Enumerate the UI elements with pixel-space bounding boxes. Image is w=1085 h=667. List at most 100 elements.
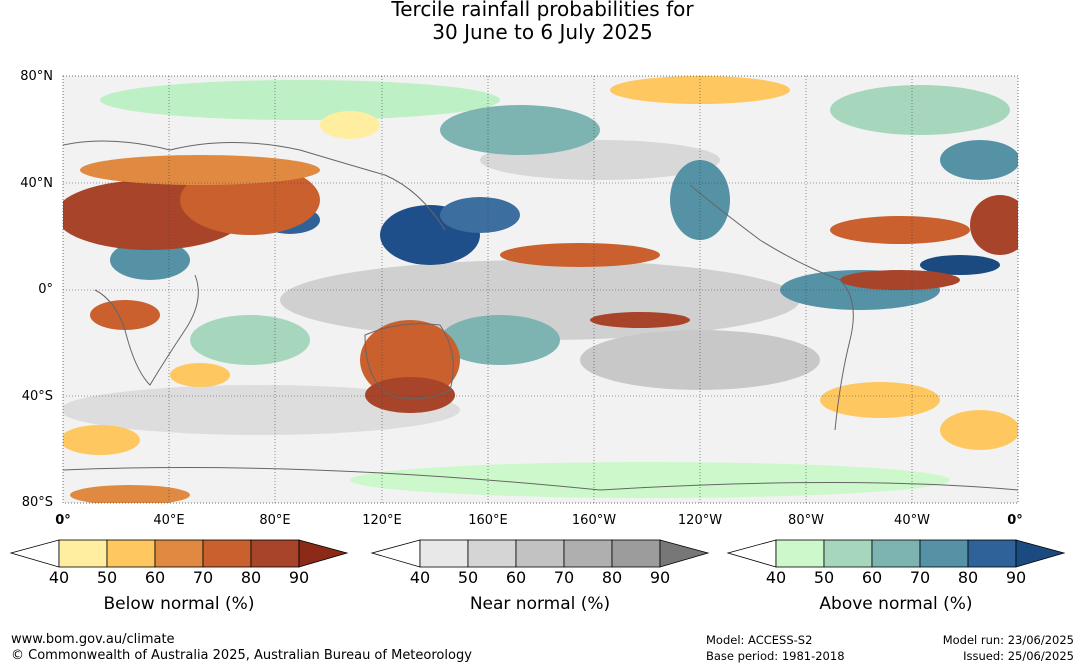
below-normal-caption: Below normal (%) <box>103 594 255 614</box>
above-normal-area <box>190 315 310 365</box>
above-normal-area <box>110 240 190 280</box>
model-name: Model: ACCESS-S2 <box>706 633 813 647</box>
lon-label-0-east: 0° <box>1007 513 1023 528</box>
probability-field <box>63 76 1018 503</box>
base-period: Base period: 1981-2018 <box>706 649 845 663</box>
colorbar-segment <box>967 539 1017 568</box>
lon-label-120w: 120°W <box>677 513 723 528</box>
colorbar-segment <box>250 539 300 568</box>
colorbar-segment <box>611 539 661 568</box>
colorbar-segment <box>823 539 873 568</box>
below-normal-area <box>590 312 690 328</box>
coastline-australia <box>364 323 454 400</box>
near-normal-area <box>580 330 820 390</box>
above-normal-caption: Above normal (%) <box>819 594 973 614</box>
above-normal-area <box>350 462 950 498</box>
below-normal-area <box>610 76 790 104</box>
below-normal-area <box>63 425 140 455</box>
near-normal-caption: Near normal (%) <box>469 594 611 614</box>
graticule <box>63 76 1018 503</box>
below-normal-area <box>830 216 970 244</box>
below-tick-label: 90 <box>288 568 310 587</box>
below-normal-area <box>360 320 460 400</box>
near-tick-label: 40 <box>409 568 431 587</box>
colorbar-segment <box>563 539 613 568</box>
near-tick-label: 60 <box>505 568 527 587</box>
colorbar-lower-arrow <box>9 539 60 568</box>
colorbar-segment <box>419 539 469 568</box>
above-tick-label: 90 <box>1005 568 1027 587</box>
above-tick-label: 60 <box>861 568 883 587</box>
colorbar-segment <box>467 539 517 568</box>
near-normal-area <box>63 385 460 435</box>
below-normal-colorbar <box>9 539 349 568</box>
lat-label-equator: 0° <box>38 282 53 297</box>
map-title-line1: Tercile rainfall probabilities for <box>391 0 694 21</box>
below-normal-area <box>80 155 320 185</box>
map-title-line2: 30 June to 6 July 2025 <box>432 20 653 44</box>
map-frame <box>62 75 1019 504</box>
below-normal-area <box>320 111 380 139</box>
coastlines <box>63 140 1018 491</box>
coastline-americas <box>689 184 854 431</box>
lat-label-40n: 40°N <box>20 176 53 191</box>
above-tick-label: 50 <box>813 568 835 587</box>
above-normal-area <box>100 80 500 120</box>
below-normal-area <box>970 195 1018 255</box>
above-normal-area <box>440 105 600 155</box>
colorbar-segment <box>154 539 204 568</box>
above-normal-area <box>830 85 1010 135</box>
above-normal-area <box>920 255 1000 275</box>
lon-label-40w: 40°W <box>894 513 930 528</box>
above-normal-colorbar <box>726 539 1066 568</box>
colorbar-segment <box>871 539 921 568</box>
colorbar-segment <box>106 539 156 568</box>
coastline-antarctica <box>63 467 1018 491</box>
lon-label-160e: 160°E <box>468 513 508 528</box>
near-tick-label: 80 <box>601 568 623 587</box>
copyright-notice: © Commonwealth of Australia 2025, Austra… <box>11 648 472 663</box>
below-tick-label: 80 <box>240 568 262 587</box>
colorbar-lower-arrow <box>370 539 421 568</box>
below-normal-area <box>70 485 190 503</box>
below-normal-area <box>500 243 660 267</box>
near-tick-label: 50 <box>457 568 479 587</box>
above-normal-area <box>440 197 520 233</box>
below-normal-area <box>170 363 230 387</box>
below-tick-label: 60 <box>144 568 166 587</box>
bom-website-link[interactable]: www.bom.gov.au/climate <box>11 632 175 647</box>
near-tick-label: 70 <box>553 568 575 587</box>
colorbar-upper-arrow <box>659 539 710 568</box>
lon-label-160w: 160°W <box>571 513 617 528</box>
lon-label-120e: 120°E <box>362 513 402 528</box>
lon-label-80e: 80°E <box>259 513 291 528</box>
above-tick-label: 80 <box>957 568 979 587</box>
above-tick-label: 70 <box>909 568 931 587</box>
colorbar-segment <box>202 539 252 568</box>
below-normal-area <box>840 270 960 290</box>
colorbar-segment <box>775 539 825 568</box>
lon-label-80w: 80°W <box>788 513 824 528</box>
lat-label-80n: 80°N <box>20 69 53 84</box>
colorbar-segment <box>515 539 565 568</box>
below-tick-label: 70 <box>192 568 214 587</box>
below-normal-area <box>940 410 1018 450</box>
lat-label-40s: 40°S <box>21 389 53 404</box>
issued-date: Issued: 25/06/2025 <box>963 649 1074 663</box>
below-normal-area <box>820 382 940 418</box>
colorbar-lower-arrow <box>726 539 777 568</box>
colorbar-upper-arrow <box>298 539 349 568</box>
near-tick-label: 90 <box>649 568 671 587</box>
below-normal-area <box>90 300 160 330</box>
colorbar-segment <box>919 539 969 568</box>
colorbar-upper-arrow <box>1015 539 1066 568</box>
above-normal-area <box>440 315 560 365</box>
near-normal-colorbar <box>370 539 710 568</box>
coastline-eurasia <box>63 140 446 231</box>
below-tick-label: 50 <box>96 568 118 587</box>
below-tick-label: 40 <box>48 568 70 587</box>
coastline-africa <box>94 274 199 386</box>
lon-label-40e: 40°E <box>153 513 185 528</box>
model-run-date: Model run: 23/06/2025 <box>942 633 1074 647</box>
